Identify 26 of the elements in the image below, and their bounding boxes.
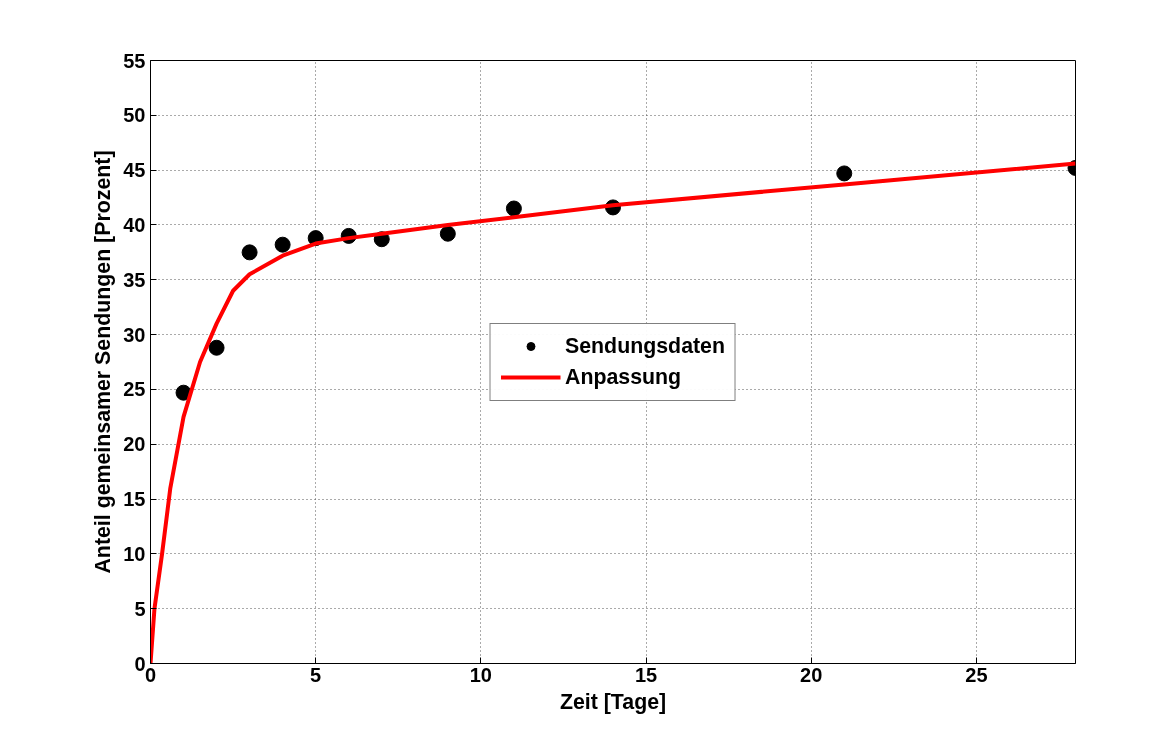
point	[439, 225, 456, 242]
y-tick-label: 30	[123, 323, 146, 346]
y-tick-label: 35	[123, 268, 146, 291]
y-tick-label: 20	[123, 433, 146, 456]
y-tick-label: 15	[123, 488, 146, 511]
y-tick-label: 5	[134, 597, 146, 620]
y-tick-label: 55	[123, 49, 146, 72]
point	[505, 200, 522, 217]
x-tick-label: 25	[965, 663, 988, 686]
x-tick-label: 20	[800, 663, 823, 686]
y-tick-label: 25	[123, 378, 146, 401]
x-tick-label: 5	[310, 663, 322, 686]
legend-label: Anpassung	[565, 364, 682, 390]
x-tick-label: 15	[634, 663, 658, 686]
x-tick-label: 10	[469, 663, 492, 686]
x-axis-title: Zeit [Tage]	[559, 689, 667, 714]
point	[241, 244, 258, 261]
legend-label: Sendungsdaten	[565, 333, 725, 359]
y-tick-label: 50	[123, 104, 146, 127]
y-axis-title: Anteil gemeinsamer Sendungen [Prozent]	[91, 150, 116, 574]
point	[836, 165, 853, 182]
y-tick-label: 10	[123, 542, 146, 565]
point	[274, 236, 291, 253]
y-tick-label: 45	[123, 159, 146, 182]
y-tick-label: 40	[123, 213, 146, 236]
point	[208, 339, 225, 356]
